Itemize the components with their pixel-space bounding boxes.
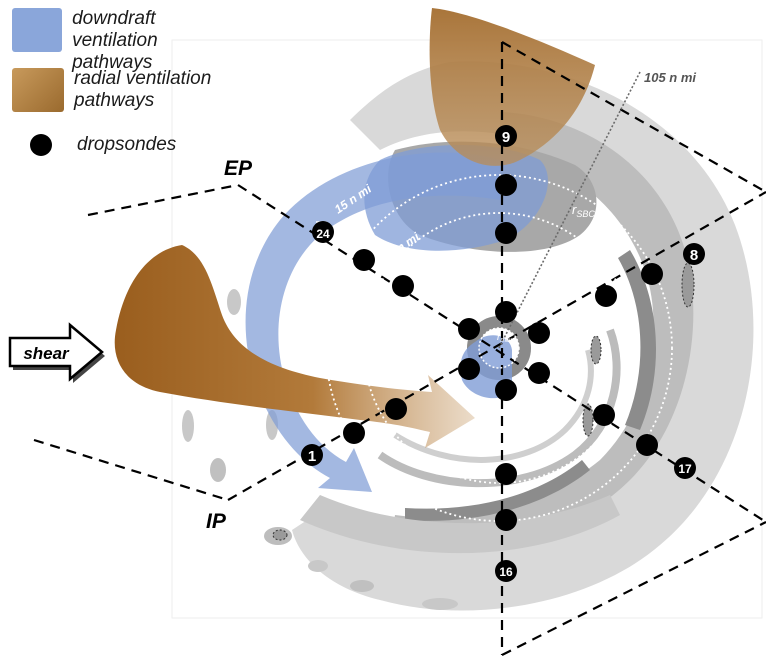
convective-cell [350, 580, 374, 592]
convective-cell [227, 289, 241, 315]
dropsonde [495, 125, 517, 147]
leg-label-ip: IP [206, 510, 227, 533]
dropsonde-markers [301, 125, 705, 582]
sonde-number-1: 1 [308, 448, 316, 465]
dropsonde [312, 221, 334, 243]
legend-item-dropsondes: dropsondes [12, 134, 176, 156]
dropsonde [636, 434, 658, 456]
dropsonde [641, 263, 663, 285]
dropsonde [495, 509, 517, 531]
dropsonde [385, 398, 407, 420]
sonde-number-24: 24 [316, 227, 330, 241]
principal-rainband [390, 112, 694, 550]
sonde-number-17: 17 [678, 462, 692, 476]
shear-label: shear [23, 344, 70, 363]
dropsonde [495, 560, 517, 582]
radial-pathway-north [429, 8, 595, 166]
dropsonde [392, 275, 414, 297]
dropsonde [674, 457, 696, 479]
rainband-core-east [618, 250, 657, 430]
legend-item-radial: radial ventilation pathways [12, 68, 211, 112]
rainband-core-south [405, 460, 590, 521]
dropsonde [343, 422, 365, 444]
dropsonde [495, 222, 517, 244]
embedded-cell [590, 335, 602, 365]
legend-downdraft-line1: downdraft ventilation [72, 8, 158, 51]
embedded-cell [272, 529, 288, 541]
legend: downdraft ventilation pathways radial ve… [0, 0, 240, 160]
dropsonde [458, 358, 480, 380]
legend-downdraft-line2: pathways [72, 52, 153, 73]
rmax-circle [478, 327, 520, 369]
legend-label-dropsondes: dropsondes [77, 134, 177, 155]
convective-cell [182, 410, 194, 442]
radius-label: 105 n mi [644, 70, 696, 85]
embedded-cell [681, 262, 695, 308]
pattern-edge-ep [87, 183, 239, 217]
dropsonde [458, 318, 480, 340]
sonde-number-8: 8 [690, 247, 698, 264]
embedded-cell [582, 403, 594, 437]
legend-label-radial: radial ventilation pathways [74, 68, 211, 112]
legend-radial-line2: pathways [74, 90, 155, 111]
dropsonde-swatch [30, 134, 52, 156]
downdraft-swatch [12, 8, 63, 52]
downdraft-pathway-arc [245, 152, 500, 492]
dropsonde [301, 444, 323, 466]
legend-label-downdraft: downdraft ventilation pathways [72, 8, 240, 74]
shear-arrow-shape [8, 322, 104, 382]
dropsonde [593, 404, 615, 426]
convective-cell [210, 458, 226, 482]
leg-label-ep: EP [224, 157, 253, 180]
rsbc-circle [363, 212, 635, 484]
shear-arrow: shear [8, 322, 105, 383]
dropsonde [495, 301, 517, 323]
radial-swatch [12, 68, 64, 112]
southern-rainband [300, 495, 620, 554]
rmax-label: rmax [497, 332, 514, 344]
dropsonde [495, 463, 517, 485]
dropsonde [353, 249, 375, 271]
legend-radial-line1: radial ventilation [74, 68, 212, 89]
sonde-number-16: 16 [499, 565, 513, 579]
legend-item-downdraft: downdraft ventilation pathways [12, 8, 240, 74]
inner-spiral-arm-1 [377, 328, 621, 488]
convective-cell [308, 560, 328, 572]
inner-spiral-arm-2 [393, 349, 594, 463]
radial-pathway-west [114, 245, 475, 448]
dropsonde [595, 285, 617, 307]
convective-cell [422, 598, 458, 610]
rsbc-label: rSBC [572, 202, 595, 219]
pattern-edge-ip [33, 438, 229, 502]
dropsonde [495, 174, 517, 196]
pattern-edge-se [501, 521, 766, 656]
sonde-number-9: 9 [502, 129, 510, 146]
dropsonde [495, 379, 517, 401]
dropsonde [528, 322, 550, 344]
dropsonde [683, 243, 705, 265]
dropsonde [528, 362, 550, 384]
